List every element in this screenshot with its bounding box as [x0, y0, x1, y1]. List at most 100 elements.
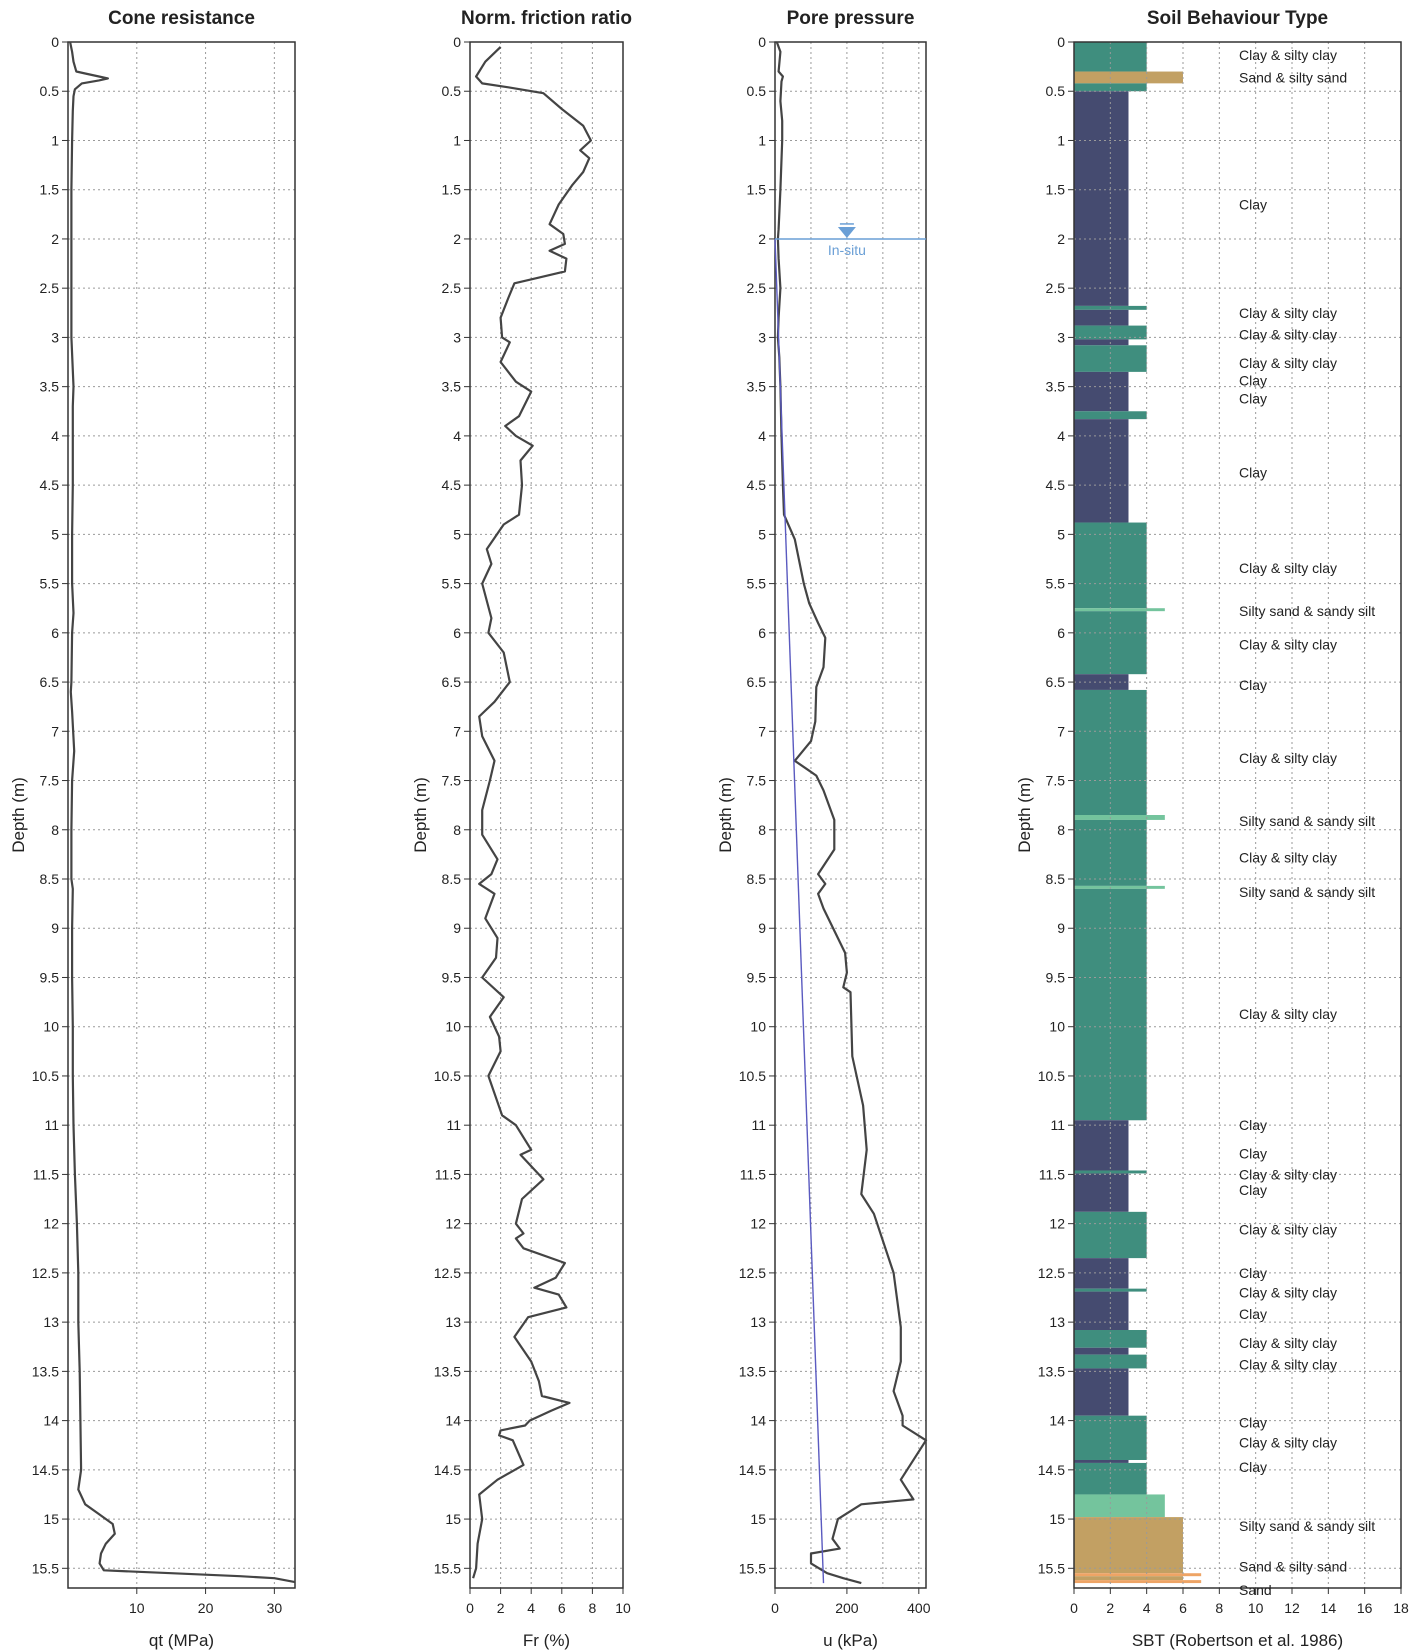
x-tick-label: 30 — [267, 1600, 283, 1616]
depth-tick-label: 1.5 — [1046, 182, 1066, 198]
depth-tick-label: 0.5 — [1046, 83, 1066, 99]
hydrostatic-line — [774, 238, 825, 1584]
sbt-label: Silty sand & sandy silt — [1239, 884, 1375, 900]
plot-frame — [469, 41, 624, 1589]
sbt-layer — [1074, 608, 1165, 612]
depth-tick-label: 15 — [750, 1511, 766, 1527]
depth-tick-label: 8 — [758, 822, 766, 838]
panel-title: Soil Behaviour Type — [1147, 8, 1328, 29]
depth-tick-label: 2 — [1057, 231, 1065, 247]
depth-tick-label: 0 — [1057, 34, 1065, 50]
depth-tick-label: 2.5 — [1046, 280, 1066, 296]
depth-tick-label: 7.5 — [40, 773, 60, 789]
x-tick-label: 14 — [1321, 1600, 1337, 1616]
depth-tick-label: 9 — [1057, 920, 1065, 936]
depth-tick-label: 10 — [445, 1019, 461, 1035]
sbt-layer — [1074, 309, 1129, 326]
depth-tick-label: 6.5 — [40, 674, 60, 690]
sbt-label: Clay & silty clay — [1239, 1434, 1337, 1450]
x-tick-label: 4 — [527, 1600, 535, 1616]
sbt-label: Clay — [1239, 390, 1267, 406]
sbt-layer — [1074, 1580, 1202, 1584]
sbt-layer — [1074, 1120, 1129, 1171]
panel-4: 00.511.522.533.544.555.566.577.588.599.5… — [1015, 8, 1409, 1650]
depth-tick-label: 1.5 — [442, 182, 462, 198]
depth-tick-label: 3.5 — [442, 379, 462, 395]
depth-tick-label: 3 — [1057, 329, 1065, 345]
depth-tick-label: 3.5 — [747, 379, 767, 395]
x-tick-label: 8 — [1215, 1600, 1223, 1616]
depth-tick-label: 13 — [750, 1314, 766, 1330]
sbt-label: Clay — [1239, 1182, 1267, 1198]
depth-tick-label: 4.5 — [442, 477, 462, 493]
sbt-layer — [1074, 1288, 1147, 1292]
depth-tick-label: 14 — [43, 1413, 59, 1429]
depth-tick-label: 9.5 — [40, 969, 60, 985]
sbt-label: Clay — [1239, 677, 1267, 693]
depth-tick-label: 9.5 — [442, 969, 462, 985]
sbt-label: Clay — [1239, 373, 1267, 389]
sbt-layer — [1074, 1170, 1147, 1174]
depth-tick-label: 2 — [453, 231, 461, 247]
sbt-label: Clay — [1239, 1146, 1267, 1162]
x-tick-label: 10 — [615, 1600, 631, 1616]
sbt-layer — [1074, 1291, 1129, 1331]
depth-tick-label: 14 — [750, 1413, 766, 1429]
depth-tick-label: 2.5 — [442, 280, 462, 296]
sbt-label: Clay & silty clay — [1239, 1335, 1337, 1351]
depth-tick-label: 13 — [43, 1314, 59, 1330]
depth-tick-label: 14.5 — [739, 1462, 766, 1478]
plot-frame — [774, 41, 927, 1589]
sbt-layer — [1074, 1368, 1129, 1416]
depth-tick-label: 7 — [453, 723, 461, 739]
sbt-label: Sand & silty sand — [1239, 69, 1347, 85]
depth-tick-label: 3.5 — [1046, 379, 1066, 395]
sbt-layer — [1074, 42, 1147, 72]
sbt-label: Clay — [1239, 1117, 1267, 1133]
depth-tick-label: 5.5 — [747, 576, 767, 592]
depth-tick-label: 1.5 — [747, 182, 767, 198]
depth-tick-label: 7.5 — [442, 773, 462, 789]
depth-tick-label: 11.5 — [33, 1166, 59, 1182]
sbt-label: Sand & silty sand — [1239, 1558, 1347, 1574]
depth-tick-label: 14.5 — [1038, 1462, 1065, 1478]
depth-tick-label: 8.5 — [747, 871, 767, 887]
depth-tick-label: 15 — [1049, 1511, 1065, 1527]
depth-tick-label: 4.5 — [1046, 477, 1066, 493]
depth-tick-label: 10 — [43, 1019, 59, 1035]
sbt-label: Clay — [1239, 1306, 1267, 1322]
sbt-layer — [1074, 411, 1147, 420]
depth-tick-label: 15 — [43, 1511, 59, 1527]
depth-tick-label: 3.5 — [40, 379, 60, 395]
depth-tick-label: 2 — [51, 231, 59, 247]
depth-tick-label: 2 — [758, 231, 766, 247]
sbt-layer — [1074, 1494, 1165, 1518]
x-axis-label: Fr (%) — [523, 1631, 570, 1650]
plot-frame — [1073, 41, 1402, 1589]
depth-tick-label: 6.5 — [442, 674, 462, 690]
depth-tick-label: 12.5 — [739, 1265, 766, 1281]
x-tick-label: 400 — [907, 1600, 931, 1616]
x-tick-label: 2 — [1106, 1600, 1114, 1616]
data-curve — [775, 41, 928, 1585]
depth-tick-label: 10 — [1049, 1019, 1065, 1035]
depth-tick-label: 0.5 — [442, 83, 462, 99]
x-tick-label: 0 — [771, 1600, 779, 1616]
depth-tick-label: 8.5 — [442, 871, 462, 887]
depth-tick-label: 4 — [1057, 428, 1065, 444]
depth-tick-label: 5 — [51, 526, 59, 542]
depth-tick-label: 13.5 — [32, 1363, 59, 1379]
sbt-label: Clay & silty clay — [1239, 305, 1337, 321]
depth-tick-label: 6 — [758, 625, 766, 641]
depth-tick-label: 12.5 — [1038, 1265, 1065, 1281]
depth-tick-label: 7 — [758, 723, 766, 739]
depth-tick-label: 12 — [43, 1216, 59, 1232]
x-tick-label: 10 — [129, 1600, 145, 1616]
sbt-label: Clay & silty clay — [1239, 1285, 1337, 1301]
sbt-label: Sand — [1239, 1582, 1272, 1598]
depth-tick-label: 10 — [750, 1019, 766, 1035]
x-tick-label: 18 — [1393, 1600, 1409, 1616]
sbt-label: Silty sand & sandy silt — [1239, 813, 1375, 829]
depth-tick-label: 14.5 — [434, 1462, 461, 1478]
x-tick-label: 4 — [1143, 1600, 1151, 1616]
